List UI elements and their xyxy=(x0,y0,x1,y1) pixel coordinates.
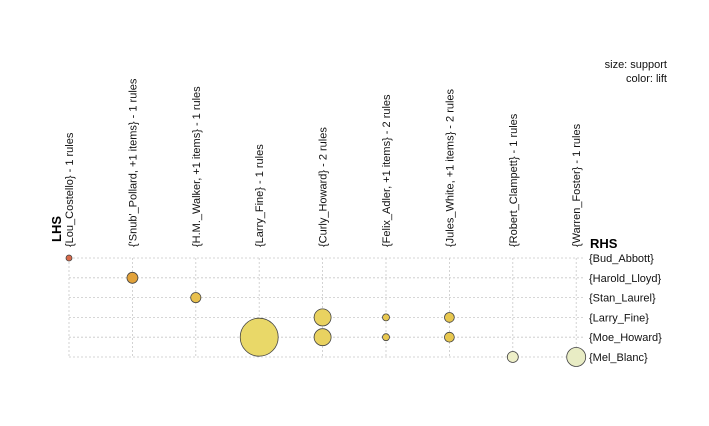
rule-bubble xyxy=(313,308,332,327)
rule-bubble xyxy=(566,347,587,367)
lhs-group-label: {'Snub'_Pollard, +1 items} - 1 rules xyxy=(127,78,139,247)
rule-bubble xyxy=(382,313,390,322)
legend-color-label: color: lift xyxy=(626,73,667,85)
rule-bubble xyxy=(239,317,279,357)
rhs-item-label: {Mel_Blanc} xyxy=(589,352,648,364)
rhs-axis-title: RHS xyxy=(590,236,618,251)
rhs-item-label: {Stan_Laurel} xyxy=(589,293,656,305)
lhs-group-label: {H.M._Walker, +1 items} - 1 rules xyxy=(191,86,203,247)
rhs-labels: {Bud_Abbott} {Harold_Lloyd} {Stan_Laurel} {… xyxy=(589,253,662,364)
rule-bubble xyxy=(444,312,455,323)
rhs-item-label: {Larry_Fine} xyxy=(589,312,649,324)
lhs-group-label: {Felix_Adler, +1 items} - 2 rules xyxy=(381,94,393,247)
lhs-axis-title: LHS xyxy=(49,216,64,242)
rule-bubble xyxy=(382,333,390,342)
rule-bubble xyxy=(506,351,519,363)
lhs-group-label: {Curly_Howard} - 2 rules xyxy=(318,127,330,247)
rule-bubble xyxy=(126,271,139,284)
rhs-item-label: {Moe_Howard} xyxy=(589,332,662,344)
rule-bubble xyxy=(190,292,202,304)
rhs-item-label: {Harold_Lloyd} xyxy=(589,273,661,285)
lhs-group-label: {Lou_Costello} - 1 rules xyxy=(64,132,76,247)
lhs-group-label: {Robert_Clampett} - 1 rules xyxy=(508,113,520,247)
rule-bubble xyxy=(313,328,332,347)
legend-size-label: size: support xyxy=(605,59,667,71)
rule-bubble xyxy=(444,331,455,343)
lhs-group-label: {Jules_White, +1 items} - 2 rules xyxy=(444,88,456,247)
lhs-labels: {Lou_Costello} - 1 rules {'Snub'_Pollard,… xyxy=(64,78,583,247)
rhs-item-label: {Bud_Abbott} xyxy=(589,253,654,265)
bubbles xyxy=(65,254,587,367)
rule-bubble xyxy=(65,254,73,262)
lhs-group-label: {Larry_Fine} - 1 rules xyxy=(254,144,266,247)
lhs-group-label: {Warren_Foster} - 1 rules xyxy=(571,123,583,247)
